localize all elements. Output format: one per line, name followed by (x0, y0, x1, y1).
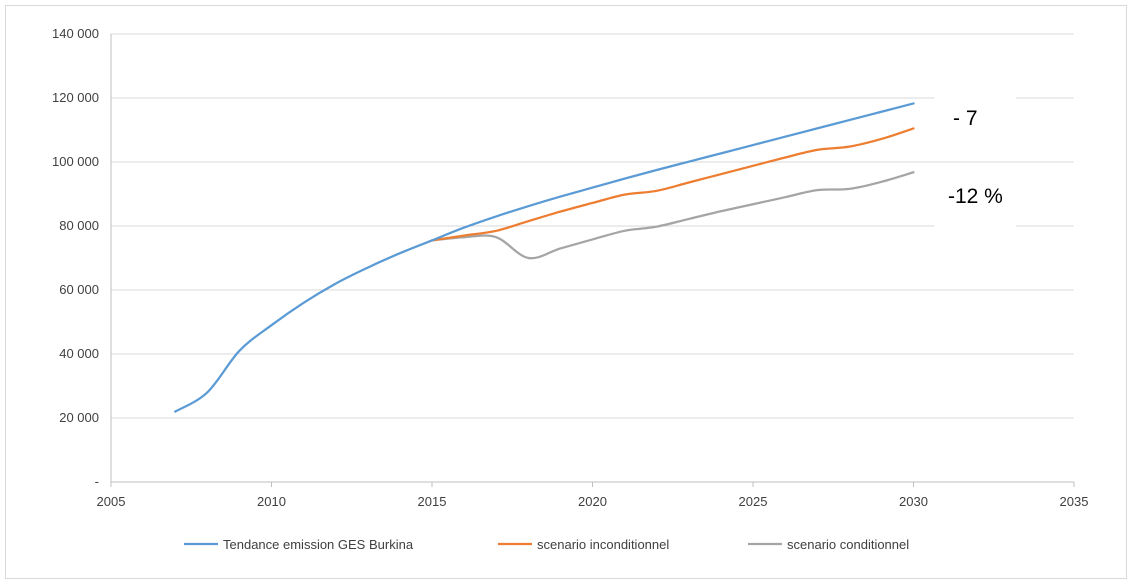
x-tick-label: 2030 (899, 494, 928, 509)
series (174, 102, 915, 413)
y-tick-label: 120 000 (52, 90, 99, 105)
legend-label-3: scenario conditionnel (787, 537, 909, 552)
legend: Tendance emission GES Burkina scenario in… (184, 537, 909, 552)
x-tick-label: 2010 (257, 494, 286, 509)
annotation-1: - 7 (953, 107, 978, 130)
legend-label-2: scenario inconditionnel (537, 537, 669, 552)
series-line-1 (174, 102, 915, 413)
axes: - 20 000 40 000 60 000 80 000 100 000 120 000 1… (52, 26, 1088, 509)
line-chart: - 20 000 40 000 60 000 80 000 100 000 120 000 1… (52, 26, 1088, 552)
y-tick-label: - (95, 474, 99, 489)
x-tick-label: 2020 (578, 494, 607, 509)
y-tick-label: 80 000 (59, 218, 99, 233)
x-tick-label: 2015 (418, 494, 447, 509)
series-line-3 (430, 171, 915, 260)
grid (111, 33, 1074, 419)
annotation-backdrop-2 (934, 170, 1016, 234)
legend-label-1: Tendance emission GES Burkina (223, 537, 414, 552)
y-tick-label: 20 000 (59, 410, 99, 425)
series-line-2 (430, 127, 915, 242)
y-tick-label: 100 000 (52, 154, 99, 169)
annotation-2: -12 % (948, 185, 1003, 208)
x-tick-label: 2025 (739, 494, 768, 509)
x-tick-label: 2035 (1060, 494, 1089, 509)
annotation-backdrop-1 (934, 96, 1016, 136)
x-tick-label: 2005 (97, 494, 126, 509)
y-tick-label: 140 000 (52, 26, 99, 41)
y-tick-label: 60 000 (59, 282, 99, 297)
annotations: - 7 -12 % (934, 96, 1016, 234)
chart-frame: - 20 000 40 000 60 000 80 000 100 000 120 000 1… (5, 5, 1127, 579)
y-tick-label: 40 000 (59, 346, 99, 361)
